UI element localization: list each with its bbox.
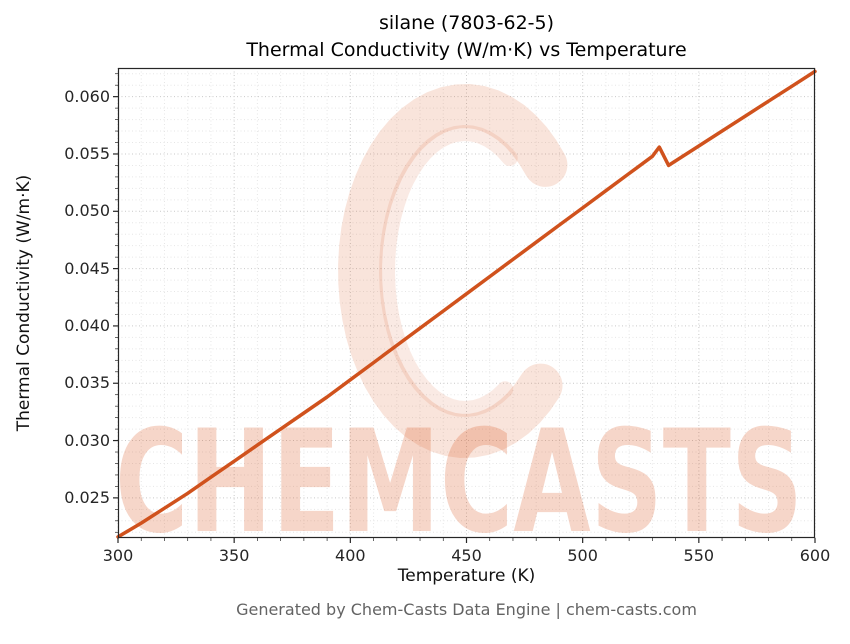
chart-title-line1: silane (7803-62-5): [378, 12, 555, 34]
y-tick-label: 0.030: [64, 430, 110, 450]
y-tick-label: 0.035: [64, 373, 110, 393]
x-tick-label: 300: [102, 546, 134, 565]
watermark-logo-ring: [338, 84, 568, 458]
x-tick-label: 400: [335, 546, 366, 565]
y-tick-label: 0.050: [64, 201, 110, 221]
axes-spines: [117, 67, 816, 539]
y-axis-label: Thermal Conductivity (W/m·K): [14, 174, 34, 432]
x-tick-label: 350: [218, 546, 250, 565]
x-tick-label: 500: [567, 546, 598, 565]
x-tick-label: 550: [683, 546, 715, 565]
y-tick-label: 0.055: [64, 143, 110, 163]
y-tick-label: 0.025: [64, 487, 110, 507]
thermal-conductivity-line: [116, 69, 817, 539]
x-tick-label: 450: [451, 546, 482, 565]
x-axis-label: Temperature (K): [397, 566, 536, 586]
watermark-text: CHEMCASTS: [115, 400, 803, 565]
chart-title: silane (7803-62-5) Thermal Conductivity …: [118, 10, 815, 64]
chart-title-line2: Thermal Conductivity (W/m·K) vs Temperat…: [246, 39, 687, 61]
x-tick-label: 600: [799, 546, 831, 565]
watermark-logo-ring-inner: [378, 124, 518, 418]
footer-caption: Generated by Chem-Casts Data Engine | ch…: [236, 600, 697, 619]
y-tick-label: 0.040: [64, 315, 110, 335]
y-tick-label: 0.045: [64, 258, 110, 278]
y-tick-label: 0.060: [64, 86, 110, 106]
